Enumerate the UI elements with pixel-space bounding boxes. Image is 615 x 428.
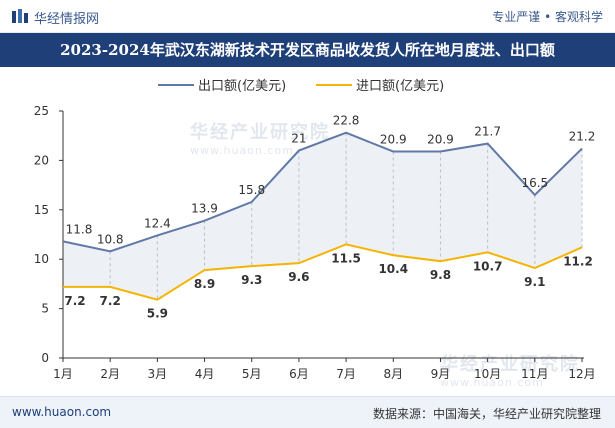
brand-name: 华经情报网: [34, 12, 100, 27]
top-bar: 华经情报网 专业严谨 • 客观科学: [0, 0, 615, 33]
import-data-label: 11.5: [331, 251, 361, 265]
legend-import-label: 进口额(亿美元): [356, 79, 444, 94]
export-data-label: 11.8: [66, 222, 93, 236]
import-data-label: 9.1: [524, 275, 545, 289]
import-data-label: 7.2: [64, 294, 85, 308]
export-line: [62, 131, 583, 253]
band-area: [63, 132, 582, 300]
import-data-label: 8.9: [194, 277, 215, 291]
y-tick-label: 15: [34, 203, 49, 217]
x-tick-label: 8月: [383, 367, 403, 381]
x-tick-label: 4月: [195, 367, 215, 381]
y-tick-label: 0: [41, 351, 49, 365]
x-tick-label: 3月: [148, 367, 168, 381]
import-data-label: 7.2: [100, 294, 121, 308]
legend-export-label: 出口额(亿美元): [198, 79, 286, 94]
import-line: [63, 243, 583, 301]
export-data-label: 20.9: [427, 133, 454, 147]
footer-url[interactable]: www.huaon.com: [12, 405, 112, 419]
x-tick-label: 10月: [474, 367, 501, 381]
export-data-label: 10.8: [97, 232, 124, 246]
export-data-label: 16.5: [521, 176, 548, 190]
chart-title: 2023-2024年武汉东湖新技术开发区商品收发货人所在地月度进、出口额: [0, 33, 615, 67]
import-data-label: 9.8: [430, 268, 451, 282]
footer-source: 数据来源：中国海关，华经产业研究院整理: [372, 407, 601, 421]
import-data-label: 5.9: [147, 307, 168, 321]
import-data-label: 10.4: [378, 262, 408, 276]
export-data-label: 21: [291, 132, 306, 146]
import-data-label: 10.7: [473, 259, 503, 273]
export-data-label: 21.7: [474, 125, 501, 139]
x-tick-label: 2月: [100, 367, 120, 381]
logo-icon: [12, 9, 28, 23]
x-tick-label: 7月: [336, 367, 356, 381]
import-data-label: 11.2: [563, 254, 593, 268]
y-tick-label: 25: [34, 104, 49, 118]
export-data-label: 13.9: [191, 202, 218, 216]
import-data-label: 9.3: [241, 273, 262, 287]
export-data-label: 20.9: [380, 133, 407, 147]
footer: www.huaon.com 数据来源：中国海关，华经产业研究院整理: [0, 396, 615, 428]
x-tick-label: 6月: [289, 367, 309, 381]
import-data-label: 9.6: [288, 270, 309, 284]
x-tick-label: 11月: [521, 367, 548, 381]
x-tick-label: 5月: [242, 367, 262, 381]
line-chart: 出口额(亿美元) 进口额(亿美元) 0 5 10 15 20 25 1月 2月 3月 4月 5月 6月 7月…: [34, 79, 596, 381]
y-tick-label: 20: [34, 153, 49, 167]
x-tick-label: 1月: [53, 367, 73, 381]
y-tick-label: 10: [34, 252, 49, 266]
x-tick-label: 12月: [568, 367, 595, 381]
export-data-label: 12.4: [144, 216, 171, 230]
x-tick-label: 9月: [431, 367, 451, 381]
export-data-label: 15.8: [238, 183, 265, 197]
y-tick-label: 5: [41, 302, 49, 316]
export-data-label: 21.2: [569, 130, 596, 144]
tagline: 专业严谨 • 客观科学: [492, 10, 603, 24]
export-data-label: 22.8: [333, 114, 360, 128]
